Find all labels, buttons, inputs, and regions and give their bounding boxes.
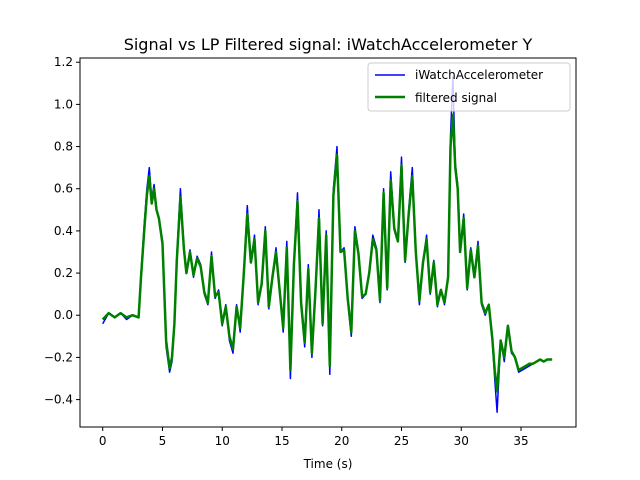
x-axis: 0 5 10 15 20 25 30 35: [99, 427, 529, 448]
x-tick-label: 25: [394, 434, 409, 448]
y-axis: −0.4 −0.2 0.0 0.2 0.4 0.6 0.8 1.0 1.2: [44, 55, 80, 407]
x-tick-label: 35: [513, 434, 528, 448]
x-axis-label: Time (s): [303, 457, 353, 471]
legend-label-iwatch: iWatchAccelerometer: [415, 68, 543, 82]
y-tick-label: 1.2: [54, 55, 73, 69]
y-tick-label: 0.6: [54, 182, 73, 196]
series-line-filtered: [101, 113, 553, 393]
x-tick-label: 15: [274, 434, 289, 448]
y-tick-label: 0.4: [54, 224, 73, 238]
legend-box: [367, 62, 571, 112]
y-tick-label: 0.0: [54, 308, 73, 322]
series-layer: [101, 76, 553, 413]
x-tick-label: 5: [159, 434, 167, 448]
y-tick-label: 0.2: [54, 266, 73, 280]
legend-label-filtered: filtered signal: [415, 91, 497, 105]
chart-title: Signal vs LP Filtered signal: iWatchAcce…: [124, 35, 533, 54]
x-tick-label: 20: [334, 434, 349, 448]
plot-frame: [79, 57, 577, 428]
y-tick-label: −0.2: [44, 350, 73, 364]
legend: iWatchAccelerometer filtered signal: [367, 62, 571, 112]
x-tick-label: 0: [99, 434, 107, 448]
y-tick-label: −0.4: [44, 393, 73, 407]
x-tick-label: 30: [454, 434, 469, 448]
x-tick-label: 10: [215, 434, 230, 448]
y-tick-label: 1.0: [54, 97, 73, 111]
y-tick-label: 0.8: [54, 140, 73, 154]
